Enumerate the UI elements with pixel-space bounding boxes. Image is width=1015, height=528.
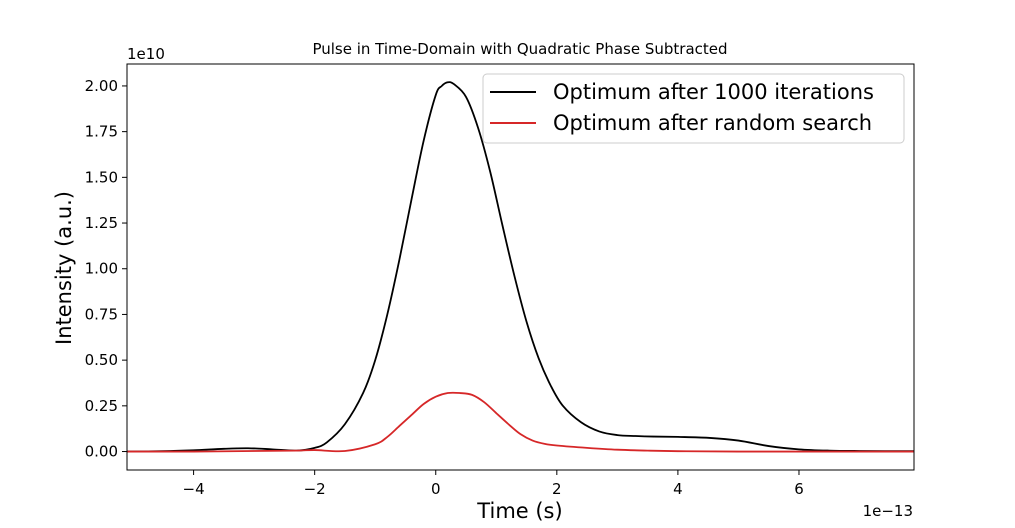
y-tick-label: 0.00 [85,443,118,461]
y-tick-label: 1.75 [85,123,118,141]
x-offset-label: 1e−13 [863,502,913,520]
x-tick-label: −2 [304,480,326,498]
x-tick-label: 2 [552,480,562,498]
x-tick-label: 0 [431,480,441,498]
y-tick-label: 1.25 [85,214,118,232]
y-tick-label: 1.00 [85,260,118,278]
legend: Optimum after 1000 iterations Optimum aft… [482,73,905,144]
y-tick-label: 0.25 [85,397,118,415]
x-tick-label: −4 [183,480,205,498]
series-line-1 [127,391,914,453]
legend-label-0: Optimum after 1000 iterations [553,80,874,104]
y-tick-label: 1.50 [85,168,118,186]
legend-label-1: Optimum after random search [553,111,872,135]
y-tick-label: 0.75 [85,305,118,323]
chart-title: Pulse in Time-Domain with Quadratic Phas… [312,40,727,58]
x-axis-title: Time (s) [476,499,562,523]
x-tick-label: 6 [794,480,804,498]
plot-frame [126,63,915,471]
legend-box [482,73,905,144]
y-tick-label: 0.50 [85,351,118,369]
y-tick-label: 2.00 [85,77,118,95]
y-axis-title: Intensity (a.u.) [52,191,76,345]
y-offset-label: 1e10 [127,45,165,63]
series-line-0 [127,81,914,453]
x-tick-label: 4 [673,480,683,498]
